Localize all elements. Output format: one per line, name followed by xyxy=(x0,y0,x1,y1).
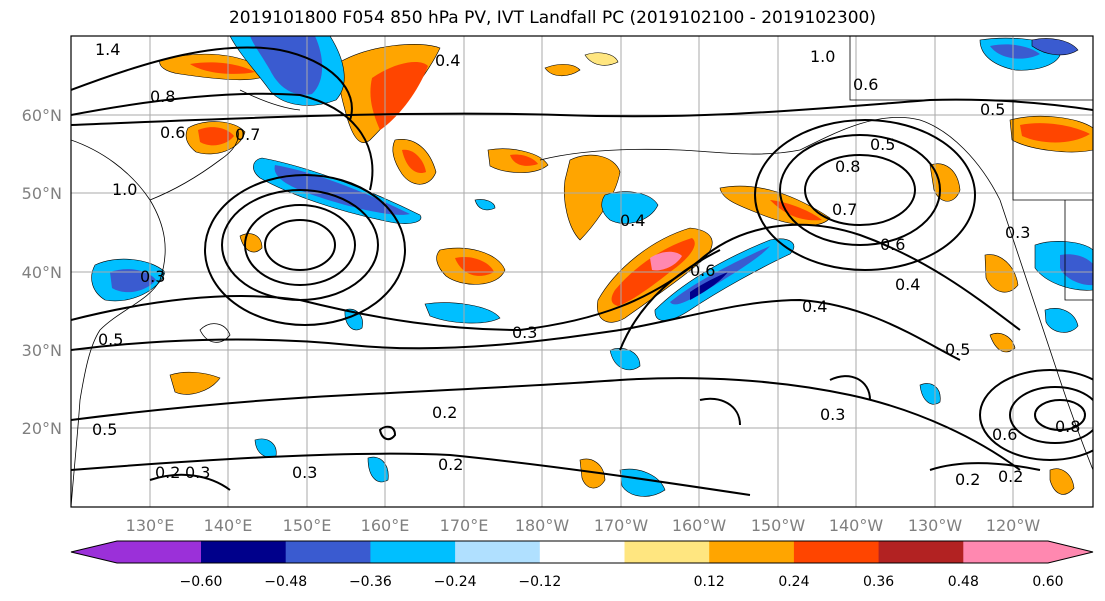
contour-label: 0.3 xyxy=(292,463,317,482)
colorbar-extend-left xyxy=(71,541,117,563)
latitude-labels: 60°N 50°N 40°N 30°N 20°N xyxy=(22,106,62,438)
contour-label: 0.2 xyxy=(438,455,463,474)
colorbar-segment xyxy=(963,541,1048,563)
lon-label: 150°W xyxy=(751,516,806,535)
contour-label: 0.3 xyxy=(1005,223,1030,242)
contour-label: 0.2 xyxy=(432,403,457,422)
lon-label: 160°W xyxy=(672,516,727,535)
lon-label: 170°W xyxy=(594,516,649,535)
coastlines xyxy=(71,36,1093,507)
contour-label: 0.7 xyxy=(235,125,260,144)
colorbar-segment xyxy=(370,541,456,563)
contour-label: 0.4 xyxy=(802,297,827,316)
contour-label: 0.3 xyxy=(140,267,165,286)
lon-label: 140°W xyxy=(829,516,884,535)
contour-label: 1.0 xyxy=(810,47,835,66)
colorbar-segment xyxy=(793,541,880,563)
contour-label: 0.3 xyxy=(185,463,210,482)
colorbar: −0.60 −0.48 −0.36 −0.24 −0.12 0.12 0.24 0.36 0.4… xyxy=(70,540,1094,590)
colorbar-tick-label: 0.48 xyxy=(948,574,979,590)
longitude-labels: 130°E 140°E 150°E 160°E 170°E 180°W 170°… xyxy=(126,516,1041,535)
colorbar-tick-label: −0.12 xyxy=(518,574,561,590)
colorbar-segment xyxy=(709,541,795,563)
lat-label: 60°N xyxy=(22,106,62,125)
contour-label: 0.4 xyxy=(620,211,645,230)
lon-label: 120°W xyxy=(986,516,1041,535)
contour-label: 0.3 xyxy=(512,323,537,342)
lon-label: 150°E xyxy=(283,516,332,535)
colorbar-segment xyxy=(117,541,201,563)
lon-label: 140°E xyxy=(204,516,253,535)
colorbar-tick-label: −0.60 xyxy=(180,574,223,590)
colorbar-segment xyxy=(624,541,710,563)
lon-label: 130°W xyxy=(908,516,963,535)
lon-label: 130°E xyxy=(126,516,175,535)
contour-label: 0.3 xyxy=(820,405,845,424)
colorbar-tick-label: −0.48 xyxy=(264,574,307,590)
contour-label: 0.6 xyxy=(992,425,1017,444)
contour-label: 0.5 xyxy=(98,330,123,349)
map-title: 2019101800 F054 850 hPa PV, IVT Landfall… xyxy=(228,8,876,28)
contour-label: 0.6 xyxy=(690,261,715,280)
lat-label: 50°N xyxy=(22,184,62,203)
lon-label: 170°E xyxy=(440,516,489,535)
contour-label: 0.8 xyxy=(1055,417,1080,436)
colorbar-segment xyxy=(878,541,964,563)
colorbar-outline xyxy=(70,540,1094,564)
lat-label: 40°N xyxy=(22,263,62,282)
colorbar-segment xyxy=(539,541,625,563)
colorbar-segment xyxy=(285,541,371,563)
contour-label: 1.0 xyxy=(112,180,137,199)
contours xyxy=(71,46,1093,496)
colorbar-segment xyxy=(455,541,541,563)
map-frame xyxy=(70,35,1094,508)
contour-label: 0.4 xyxy=(435,51,460,70)
contour-label: 0.8 xyxy=(150,87,175,106)
colorbar-tick-label: 0.60 xyxy=(1032,574,1063,590)
colorbar-tick-label: −0.24 xyxy=(434,574,477,590)
contour-label: 0.5 xyxy=(92,420,117,439)
colorbar-tick-label: 0.24 xyxy=(778,574,809,590)
contour-label: 0.7 xyxy=(832,200,857,219)
contour-label: 0.8 xyxy=(835,157,860,176)
lon-label: 180°W xyxy=(515,516,570,535)
contour-label: 0.2 xyxy=(998,467,1023,486)
colorbar-tick-label: 0.36 xyxy=(863,574,894,590)
contour-label: 1.4 xyxy=(95,40,120,59)
contour-label: 0.4 xyxy=(895,275,920,294)
contour-labels: 1.4 0.8 0.6 0.7 1.0 0.5 0.3 0.4 1.0 0.6 … xyxy=(92,40,1080,489)
colorbar-extend-right xyxy=(1048,541,1093,563)
contour-label: 0.5 xyxy=(980,100,1005,119)
contour-label: 0.6 xyxy=(880,235,905,254)
colorbar-segment xyxy=(201,541,287,563)
contour-label: 0.6 xyxy=(160,123,185,142)
lat-label: 20°N xyxy=(22,419,62,438)
lon-label: 160°E xyxy=(361,516,410,535)
contour-label: 0.5 xyxy=(870,135,895,154)
colorbar-tick-label: 0.12 xyxy=(694,574,725,590)
contour-label: 0.2 xyxy=(155,463,180,482)
colorbar-tick-label: −0.36 xyxy=(349,574,392,590)
contour-label: 0.5 xyxy=(945,340,970,359)
contour-label: 0.6 xyxy=(853,75,878,94)
contour-label: 0.2 xyxy=(955,470,980,489)
lat-label: 30°N xyxy=(22,341,62,360)
